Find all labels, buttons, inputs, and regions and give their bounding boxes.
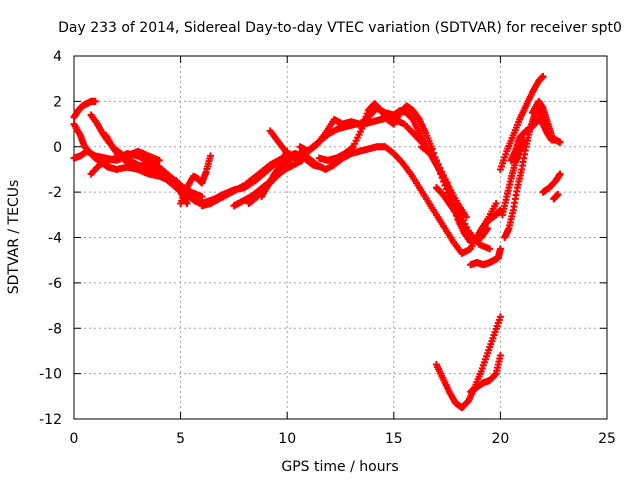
- x-tick-label: 5: [176, 431, 185, 447]
- x-axis-label: GPS time / hours: [281, 459, 398, 475]
- data-point: [91, 97, 99, 105]
- data-point: [496, 245, 504, 253]
- y-tick-label: -4: [48, 231, 62, 247]
- data-point: [539, 72, 547, 80]
- y-tick-label: 2: [53, 94, 62, 110]
- data-point: [496, 313, 504, 321]
- x-tick-label: 15: [385, 431, 403, 447]
- y-tick-label: 0: [53, 140, 62, 156]
- data-point: [283, 147, 291, 155]
- x-tick-label: 0: [70, 431, 79, 447]
- data-point: [492, 199, 500, 207]
- data-point: [140, 161, 148, 169]
- data-point: [484, 224, 492, 232]
- grid-lines: [74, 56, 607, 419]
- data-point: [554, 190, 562, 198]
- y-tick-label: -6: [48, 276, 62, 292]
- data-point: [556, 170, 564, 178]
- data-point: [552, 136, 560, 144]
- data-point: [198, 193, 206, 201]
- y-axis-label: SDTVAR / TECUs: [6, 180, 22, 295]
- y-tick-label: -2: [48, 185, 62, 201]
- data-point: [462, 213, 470, 221]
- data-point: [155, 156, 163, 164]
- y-tick-label: 4: [53, 49, 62, 65]
- data-point: [486, 245, 494, 253]
- x-tick-label: 10: [278, 431, 296, 447]
- data-point: [183, 199, 191, 207]
- data-point: [496, 351, 504, 359]
- x-tick-label: 20: [491, 431, 509, 447]
- y-tick-label: -8: [48, 321, 62, 337]
- x-tick-label: 25: [598, 431, 616, 447]
- chart-title: Day 233 of 2014, Sidereal Day-to-day VTE…: [58, 20, 622, 36]
- data-point: [491, 371, 499, 379]
- axis-ticks: 0 5 10 15 20 25 -12 -10 -8 -6 -4 -2 0 2 4: [39, 49, 616, 447]
- data-point: [556, 138, 564, 146]
- data-point: [206, 152, 214, 160]
- data-points: [70, 72, 564, 412]
- y-tick-label: -12: [39, 412, 62, 428]
- y-tick-label: -10: [39, 367, 62, 383]
